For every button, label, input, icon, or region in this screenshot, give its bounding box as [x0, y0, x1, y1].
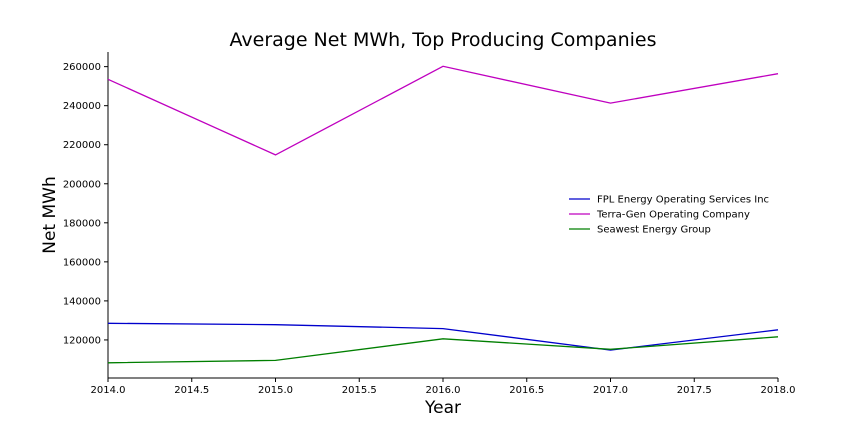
y-tick-label: 260000: [63, 62, 101, 73]
series-line-2: [107, 65, 779, 156]
y-ticks: 120000 140000 160000 180000 200000 220000 2400…: [63, 62, 108, 346]
x-tick-label: 2016.0: [426, 385, 461, 396]
y-axis-label: Net MWh: [40, 176, 60, 254]
legend-label-2: Terra-Gen Operating Company: [596, 210, 750, 221]
series-group: [107, 65, 779, 364]
y-tick-label: 160000: [63, 257, 101, 268]
series-line-3: [107, 336, 779, 364]
x-tick-label: 2015.0: [258, 385, 293, 396]
x-tick-label: 2017.0: [593, 385, 628, 396]
legend-label-1: FPL Energy Operating Services Inc: [597, 195, 769, 206]
x-tick-label: 2018.0: [761, 385, 796, 396]
y-tick-label: 140000: [63, 296, 101, 307]
x-axis-label: Year: [424, 398, 461, 418]
y-tick-label: 200000: [63, 179, 101, 190]
x-tick-label: 2016.5: [509, 385, 544, 396]
y-tick-label: 240000: [63, 101, 101, 112]
y-tick-label: 180000: [63, 218, 101, 229]
y-tick-label: 220000: [63, 140, 101, 151]
series-line-1: [107, 322, 779, 351]
x-tick-label: 2017.5: [677, 385, 712, 396]
x-tick-label: 2014.0: [91, 385, 126, 396]
x-ticks: 2014.0 2014.5 2015.0 2015.5 2016.0 2016.5 2017…: [91, 378, 796, 396]
chart-title: Average Net MWh, Top Producing Companies: [230, 29, 657, 51]
legend-label-3: Seawest Energy Group: [597, 225, 711, 236]
x-tick-label: 2014.5: [174, 385, 209, 396]
legend: FPL Energy Operating Services Inc Terra-G…: [569, 195, 769, 236]
x-tick-label: 2015.5: [342, 385, 377, 396]
y-tick-label: 120000: [63, 335, 101, 346]
